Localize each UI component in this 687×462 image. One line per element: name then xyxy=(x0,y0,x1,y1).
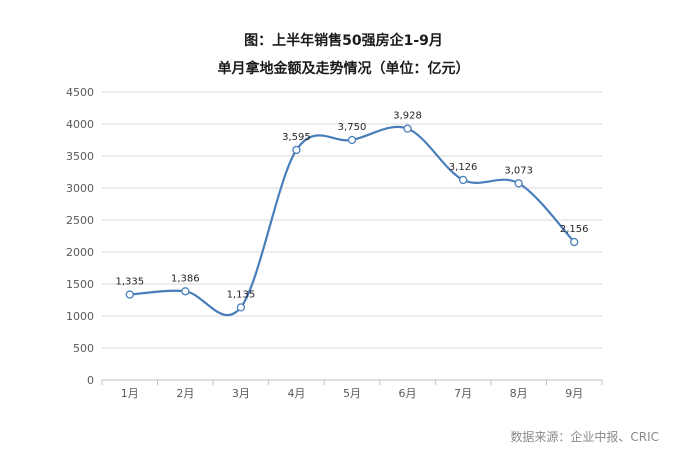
x-tick-label: 7月 xyxy=(454,387,472,400)
y-tick-label: 1500 xyxy=(66,278,94,291)
data-point xyxy=(125,290,134,299)
x-tick-label: 1月 xyxy=(121,387,139,400)
data-label: 3,595 xyxy=(282,132,311,143)
data-point xyxy=(236,303,246,312)
x-tick-label: 4月 xyxy=(287,387,305,400)
data-point xyxy=(181,287,190,296)
y-tick-label: 1000 xyxy=(66,310,94,323)
x-tick-label: 5月 xyxy=(343,387,361,400)
data-point xyxy=(570,237,579,247)
data-point xyxy=(514,179,523,188)
data-point xyxy=(347,135,357,145)
data-point xyxy=(292,145,301,155)
y-tick-label: 4500 xyxy=(66,86,94,99)
x-tick-label: 2月 xyxy=(176,387,194,400)
x-tick-label: 6月 xyxy=(399,387,417,400)
y-tick-label: 2000 xyxy=(66,246,94,259)
x-tick-label: 9月 xyxy=(565,387,583,400)
data-label: 3,073 xyxy=(504,165,533,176)
data-label: 3,750 xyxy=(338,122,367,133)
data-label: 2,156 xyxy=(560,224,589,235)
x-tick-label: 3月 xyxy=(232,387,250,400)
data-label: 3,126 xyxy=(449,162,478,173)
y-tick-label: 4000 xyxy=(66,118,94,131)
chart-title: 图：上半年销售50强房企1-9月 xyxy=(244,33,443,49)
y-tick-label: 2500 xyxy=(66,214,94,227)
y-tick-label: 3000 xyxy=(66,182,94,195)
chart-subtitle: 单月拿地金额及走势情况（单位：亿元） xyxy=(217,61,470,77)
source-note: 数据来源：企业中报、CRIC xyxy=(510,430,659,444)
y-tick-label: 0 xyxy=(87,374,94,387)
data-label: 1,335 xyxy=(115,277,144,288)
x-tick-label: 8月 xyxy=(510,387,528,400)
y-tick-label: 500 xyxy=(73,342,94,355)
data-label: 3,928 xyxy=(393,111,422,122)
y-tick-label: 3500 xyxy=(66,150,94,163)
data-label: 1,135 xyxy=(227,289,256,300)
data-point xyxy=(403,124,412,133)
data-point xyxy=(458,175,468,185)
data-label: 1,386 xyxy=(171,273,200,284)
series-line xyxy=(129,125,576,317)
